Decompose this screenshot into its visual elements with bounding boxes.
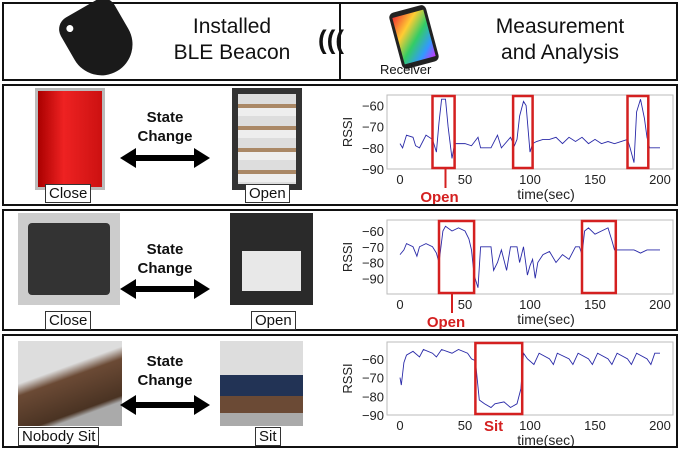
x-tick-label: 100 [519,297,541,312]
analysis-title: Measurement and Analysis [495,15,625,64]
y-axis-label: RSSI [340,117,355,147]
box-closed-photo [18,213,120,305]
state-change-label: State Change [137,109,193,145]
event-annotation: Open [427,314,465,329]
y-tick-label: −90 [362,162,384,177]
event-highlight-box [626,94,650,170]
close-label: Close [45,184,92,203]
bidirectional-arrow-icon [120,395,210,415]
y-tick-label: −70 [362,120,384,135]
state-change-label: State Change [137,353,193,389]
y-tick-label: −80 [362,389,384,404]
sit-label: Sit [255,427,281,446]
y-tick-label: −80 [362,256,384,271]
bidirectional-arrow-icon [120,279,210,299]
x-tick-label: 150 [584,418,606,433]
open-label: Open [245,184,290,203]
y-tick-label: −60 [362,99,384,114]
x-axis-label: time(sec) [517,186,575,202]
x-tick-label: 100 [519,172,541,187]
y-axis-label: RSSI [340,242,355,272]
event-highlight-box [431,94,456,170]
rssi-chart-chair: 0 50 100 150 200 −60 −70 −80 −90 time(sec) RSSI Sit [340,341,674,446]
rssi-chart-box: 0 50 100 150 200 −60−70−80−90 time(sec) RSSI Ope… [340,219,674,329]
x-tick-label: 200 [649,297,671,312]
open-label: Open [251,311,296,330]
y-tick-label: −70 [362,371,384,386]
x-tick-label: 50 [458,418,472,433]
header-divider [339,2,341,81]
y-tick-label: −80 [362,141,384,156]
close-label: Close [45,311,92,330]
fridge-closed-photo [35,88,105,190]
event-annotation: Sit [484,418,503,435]
row-chair [2,334,678,448]
x-tick-label: 0 [396,418,403,433]
chair-empty-photo [18,341,122,426]
x-tick-label: 150 [584,172,606,187]
rssi-chart-fridge: 0 50 100 150 200 −60 −70 −80 −90 time(sec) RSSI Ope… [340,94,674,204]
plot-area [386,94,674,170]
x-tick-label: 50 [458,297,472,312]
x-tick-label: 50 [458,172,472,187]
y-axis-label: RSSI [340,363,355,393]
x-tick-label: 200 [649,172,671,187]
receiver-label: Receiver [380,62,432,77]
x-tick-label: 200 [649,418,671,433]
wireless-signal-icon: ))) [318,29,344,59]
event-highlight-box [580,219,618,295]
y-tick-label: −90 [362,408,384,423]
x-tick-label: 0 [396,297,403,312]
box-open-photo [230,213,313,305]
x-tick-label: 100 [519,418,541,433]
nobody-sit-label: Nobody Sit [18,427,100,446]
plot-area [386,341,674,416]
y-tick-label: −70 [362,240,384,255]
row-box [2,209,678,331]
bidirectional-arrow-icon [120,148,210,168]
person-sitting-photo [220,341,303,426]
event-highlight-box [474,341,524,416]
y-tick-label: −60 [362,224,384,239]
state-change-label: State Change [137,241,193,277]
plot-area [386,219,674,295]
beacon-title: Installed BLE Beacon [173,15,291,64]
row-fridge [2,84,678,206]
x-axis-label: time(sec) [517,432,575,446]
x-axis-label: time(sec) [517,311,575,327]
y-tick-label: −90 [362,271,384,286]
x-tick-label: 0 [396,172,403,187]
x-tick-label: 150 [584,297,606,312]
event-highlight-box [437,219,476,295]
event-annotation: Open [420,189,458,204]
event-highlight-box [511,94,534,170]
fridge-open-photo [232,88,302,190]
y-tick-label: −60 [362,352,384,367]
